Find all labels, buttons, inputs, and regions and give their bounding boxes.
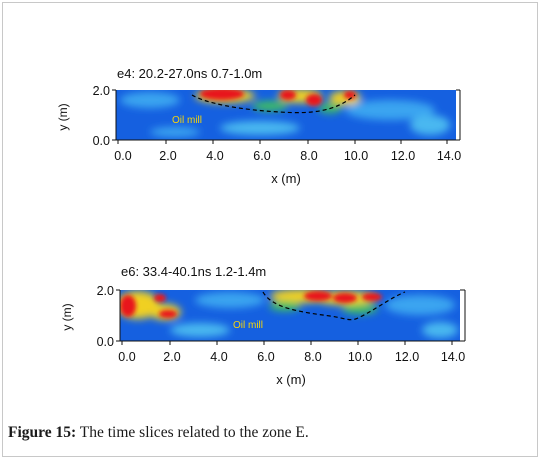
panel-e6-xlabel: x (m) xyxy=(276,372,306,387)
panel-e4-xtick: 4.0 xyxy=(206,149,223,163)
panel-e4-xtick: 0.0 xyxy=(114,149,131,163)
panel-e6-ylabel: y (m) xyxy=(60,303,74,330)
panel-e4-xticks: 0.0 2.0 4.0 6.0 8.0 10.0 12.0 14.0 xyxy=(114,140,461,163)
panel-e6-title: e6: 33.4-40.1ns 1.2-1.4m xyxy=(121,264,266,279)
panel-e4-ylabel: y (m) xyxy=(56,103,70,130)
panel-e4: e4: 20.2-27.0ns 0.7-1.0m y (m) xyxy=(56,66,461,186)
panel-e6-xtick: 4.0 xyxy=(210,350,227,364)
panel-e6-heatmap xyxy=(120,290,460,341)
panel-e4-xtick: 6.0 xyxy=(253,149,270,163)
panel-e4-xtick: 8.0 xyxy=(300,149,317,163)
panel-e6-xtick: 6.0 xyxy=(257,350,274,364)
figure-frame xyxy=(2,2,538,457)
panel-e6-xtick: 2.0 xyxy=(163,350,180,364)
panel-e6: e6: 33.4-40.1ns 1.2-1.4m y (m) xyxy=(60,264,466,387)
panel-e6-annotation: Oil mill xyxy=(233,320,263,331)
panel-e6-xtick: 0.0 xyxy=(118,350,135,364)
figure-caption-label: Figure 15: xyxy=(8,424,77,441)
panel-e6-xtick: 8.0 xyxy=(304,350,321,364)
panel-e6-xticks: 0.0 2.0 4.0 6.0 8.0 10.0 12.0 14.0 xyxy=(118,341,465,364)
panel-e6-ytick: 0.0 xyxy=(97,335,114,349)
panel-e4-title: e4: 20.2-27.0ns 0.7-1.0m xyxy=(117,66,262,81)
panel-e4-annotation: Oil mill xyxy=(172,115,202,126)
panel-e4-xlabel: x (m) xyxy=(271,171,301,186)
panel-e4-xtick: 12.0 xyxy=(391,149,415,163)
panel-e4-xtick: 10.0 xyxy=(344,149,368,163)
panel-e4-ytick: 0.0 xyxy=(93,134,110,148)
panel-e6-xtick: 12.0 xyxy=(395,350,419,364)
panel-e4-heatmap xyxy=(116,90,456,140)
panel-e4-xtick: 14.0 xyxy=(437,149,461,163)
figure-caption-text: The time slices related to the zone E. xyxy=(76,424,309,441)
panel-e6-ytick: 2.0 xyxy=(97,284,114,298)
figure-caption: Figure 15: The time slices related to th… xyxy=(8,424,309,442)
panel-e4-xtick: 2.0 xyxy=(159,149,176,163)
panel-e6-xtick: 10.0 xyxy=(348,350,372,364)
panel-e6-xtick: 14.0 xyxy=(441,350,465,364)
panel-e4-ytick: 2.0 xyxy=(93,84,110,98)
